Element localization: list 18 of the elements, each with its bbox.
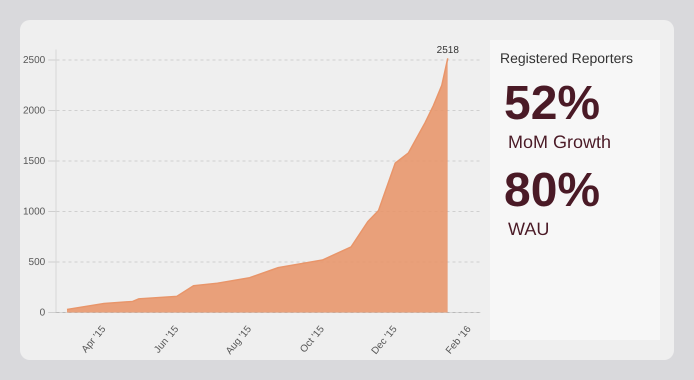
y-tick-label: 2000 [22, 105, 46, 116]
text: WAU [508, 219, 550, 240]
text: Registered Reporters [500, 50, 634, 66]
text: 80% [504, 164, 602, 217]
x-tick-label: Oct '15 [298, 324, 328, 356]
y-tick-label: 2500 [22, 54, 46, 66]
y-tick-label: 1500 [22, 156, 46, 167]
text: MoM Growth [508, 132, 612, 153]
x-tick-label: Aug '15 [224, 324, 254, 357]
x-tick-label: Feb '16 [444, 324, 474, 356]
x-tick-label: Jun '15 [152, 324, 182, 356]
annotation: 2518 [436, 45, 460, 56]
x-tick-label: Dec '15 [370, 324, 400, 357]
x-tick-label: Apr '15 [80, 324, 109, 356]
text: 52% [504, 77, 602, 130]
y-tick-label: 0 [40, 307, 46, 318]
y-tick-label: 1000 [22, 206, 46, 218]
y-tick-label: 500 [28, 256, 46, 268]
